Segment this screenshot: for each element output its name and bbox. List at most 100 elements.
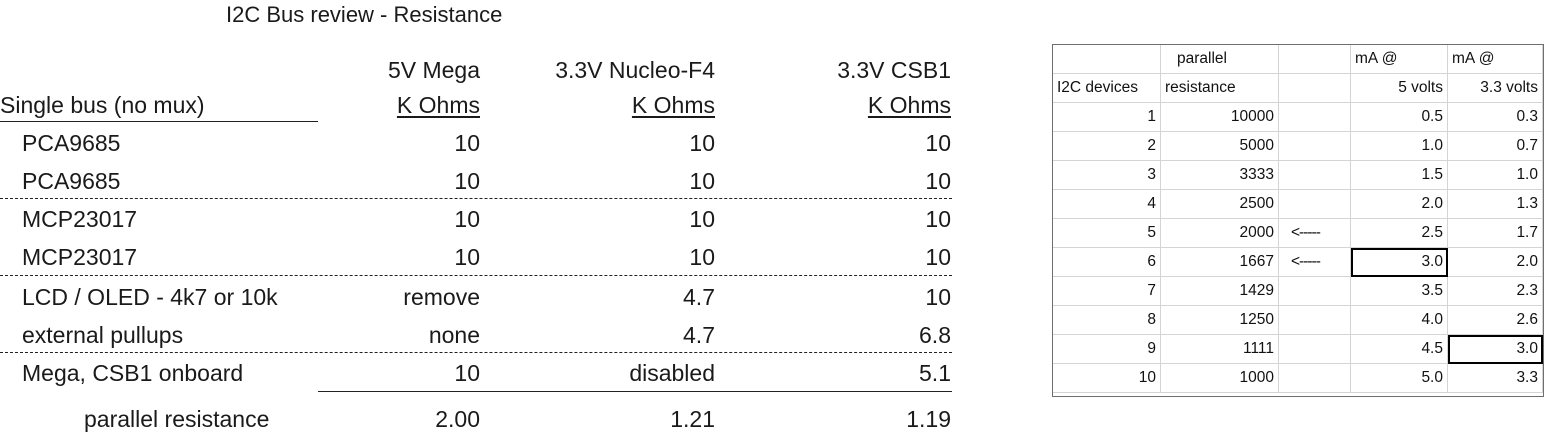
grid-cell[interactable] [1278,102,1351,132]
grid-cell[interactable]: 3 [1052,160,1161,190]
grid-cell[interactable]: 0.7 [1447,131,1543,161]
grid-header-row: parallel mA @ mA @ [1052,44,1543,74]
grid-cell[interactable] [1278,44,1351,74]
grid-cell[interactable]: 1 [1052,102,1161,132]
grid-header-row: I2C devices resistance 5 volts 3.3 volts [1052,73,1543,103]
grid-cell[interactable]: 0.3 [1447,102,1543,132]
highlighted-cell[interactable]: 3.0 [1350,247,1448,277]
row-value: 4.7 [683,322,715,348]
row-value: 10 [689,168,715,194]
row-label: Mega, CSB1 onboard [22,360,244,386]
row-value: 10 [925,244,951,270]
grid-cell[interactable]: 5.0 [1350,363,1448,393]
row-value: 10 [454,130,480,156]
row-value: 10 [454,206,480,232]
grid-cell[interactable]: 2500 [1160,189,1279,219]
arrow-marker[interactable]: <----- [1278,218,1351,248]
row-label: MCP23017 [22,244,138,270]
grid-cell[interactable]: 4 [1052,189,1161,219]
arrow-marker[interactable]: <----- [1278,247,1351,277]
grid-cell[interactable]: 1.0 [1350,131,1448,161]
grid-cell[interactable] [1278,131,1351,161]
grid-cell[interactable]: 1250 [1160,305,1279,335]
total-rule [318,391,952,392]
grid-cell[interactable] [1278,305,1351,335]
row-value: 10 [689,130,715,156]
grid-cell[interactable] [1278,276,1351,306]
grid-cell[interactable]: 2 [1052,131,1161,161]
group-divider [0,198,952,199]
table-row: 5 2000 <----- 2.5 1.7 [1052,218,1543,248]
page-title: I2C Bus review - Resistance [226,2,503,27]
grid-cell[interactable]: 4.5 [1350,334,1448,364]
grid-cell[interactable]: I2C devices [1052,73,1161,103]
total-value: 1.21 [670,406,715,432]
grid-cell[interactable]: 9 [1052,334,1161,364]
table-row: 10 1000 5.0 3.3 [1052,363,1543,393]
grid-cell[interactable]: 2.0 [1447,247,1543,277]
row-value: 10 [925,284,951,310]
row-value: none [428,322,480,348]
row-value: 10 [925,206,951,232]
row-value: 10 [454,244,480,270]
table-row: 7 1429 3.5 2.3 [1052,276,1543,306]
grid-cell[interactable] [1278,334,1351,364]
grid-cell[interactable] [1278,189,1351,219]
grid-cell[interactable]: 3.3 [1447,363,1543,393]
row-value: disabled [629,360,715,386]
grid-cell[interactable]: resistance [1160,73,1279,103]
grid-cell[interactable]: 2.3 [1447,276,1543,306]
grid-cell[interactable]: 3.5 [1350,276,1448,306]
row-label: PCA9685 [22,130,121,156]
column-header-mega: 5V Mega [387,57,480,83]
row-value: 6.8 [919,322,951,348]
grid-cell[interactable]: 1.5 [1350,160,1448,190]
row-value: remove [403,284,480,310]
grid-cell[interactable]: 5 volts [1350,73,1448,103]
section-label: Single bus (no mux) [0,92,205,118]
grid-cell[interactable]: 8 [1052,305,1161,335]
row-label: MCP23017 [22,206,138,232]
grid-cell[interactable]: 4.0 [1350,305,1448,335]
grid-cell[interactable]: 5000 [1160,131,1279,161]
row-value: 10 [689,206,715,232]
grid-cell[interactable]: 2.6 [1447,305,1543,335]
group-divider [0,275,952,276]
grid-cell[interactable]: 0.5 [1350,102,1448,132]
resistance-grid: parallel mA @ mA @ I2C devices resistanc… [1052,44,1543,393]
grid-cell[interactable]: 1429 [1160,276,1279,306]
grid-cell[interactable]: 10000 [1160,102,1279,132]
grid-cell[interactable]: 3.3 volts [1447,73,1543,103]
group-divider [0,352,952,353]
grid-cell[interactable]: mA @ [1350,44,1448,74]
grid-cell[interactable]: mA @ [1447,44,1543,74]
table-row: 2 5000 1.0 0.7 [1052,131,1543,161]
highlighted-cell[interactable]: 3.0 [1447,334,1543,364]
unit-label-csb1: K Ohms [867,92,951,118]
grid-cell[interactable]: 10 [1052,363,1161,393]
grid-cell[interactable]: 1.3 [1447,189,1543,219]
row-value: 5.1 [919,360,951,386]
grid-cell[interactable]: 1667 [1160,247,1279,277]
grid-cell[interactable]: 1111 [1160,334,1279,364]
table-row: 1 10000 0.5 0.3 [1052,102,1543,132]
grid-cell[interactable] [1278,73,1351,103]
grid-cell[interactable]: parallel [1160,44,1279,74]
grid-cell[interactable]: 2.5 [1350,218,1448,248]
grid-cell[interactable]: 2000 [1160,218,1279,248]
grid-cell[interactable]: 2.0 [1350,189,1448,219]
grid-cell[interactable]: 6 [1052,247,1161,277]
table-row: 8 1250 4.0 2.6 [1052,305,1543,335]
grid-cell[interactable]: 5 [1052,218,1161,248]
total-value: 2.00 [435,406,480,432]
grid-cell[interactable] [1278,160,1351,190]
grid-cell[interactable]: 7 [1052,276,1161,306]
grid-cell[interactable]: 3333 [1160,160,1279,190]
grid-cell[interactable]: 1.7 [1447,218,1543,248]
grid-cell[interactable]: 1.0 [1447,160,1543,190]
grid-cell[interactable] [1052,44,1161,74]
grid-cell[interactable]: 1000 [1160,363,1279,393]
total-value: 1.19 [906,406,951,432]
table-row: 6 1667 <----- 3.0 2.0 [1052,247,1543,277]
grid-cell[interactable] [1278,363,1351,393]
